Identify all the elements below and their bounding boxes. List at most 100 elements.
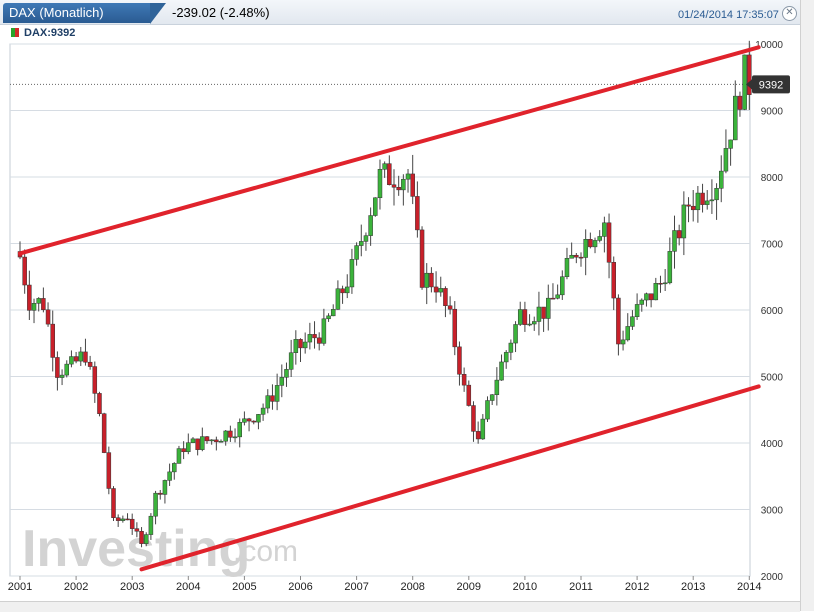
candle-body bbox=[676, 230, 682, 239]
candle-body bbox=[620, 339, 626, 345]
candle-body bbox=[115, 517, 121, 521]
candle-body bbox=[592, 240, 598, 248]
candle-body bbox=[564, 258, 570, 277]
candle-body bbox=[377, 169, 383, 199]
candle-body bbox=[681, 204, 687, 239]
candle-body bbox=[396, 187, 401, 191]
candle-body bbox=[391, 184, 397, 188]
candle-body bbox=[485, 400, 490, 420]
candle-body bbox=[232, 436, 238, 439]
candle-body bbox=[293, 339, 299, 353]
candle-body bbox=[321, 318, 327, 344]
close-icon[interactable]: ✕ bbox=[782, 6, 797, 21]
candle-body bbox=[316, 337, 322, 344]
candle-body bbox=[695, 192, 701, 211]
candle-body bbox=[153, 492, 158, 517]
candle-body bbox=[209, 439, 214, 442]
candle-body bbox=[415, 196, 420, 231]
x-tick-label: 2011 bbox=[569, 581, 593, 593]
y-tick-label: 3000 bbox=[761, 506, 784, 517]
candle-body bbox=[480, 418, 486, 440]
x-tick-label: 2001 bbox=[8, 581, 32, 593]
candle-body bbox=[335, 288, 341, 310]
candle-body bbox=[134, 528, 140, 532]
candle-body bbox=[747, 54, 752, 95]
candle-body bbox=[522, 309, 528, 325]
title-tab-slant bbox=[150, 3, 166, 24]
candle-body bbox=[69, 356, 74, 365]
candle-body bbox=[340, 288, 345, 294]
candle-body bbox=[326, 315, 331, 320]
y-tick-label: 10000 bbox=[755, 40, 783, 51]
candle-body bbox=[55, 357, 60, 378]
horizontal-scrollbar[interactable] bbox=[0, 601, 800, 612]
x-tick-label: 2014 bbox=[737, 581, 761, 593]
candle-body bbox=[64, 363, 69, 376]
candle-body bbox=[583, 239, 588, 258]
candle-body bbox=[672, 230, 677, 252]
candle-body bbox=[387, 163, 392, 185]
candle-body bbox=[424, 272, 429, 288]
candle-body bbox=[218, 440, 224, 443]
candle-body bbox=[111, 488, 116, 518]
candle-body bbox=[162, 480, 168, 495]
candle-body bbox=[419, 229, 425, 288]
legend-label: DAX:9392 bbox=[24, 27, 76, 39]
candle-body bbox=[560, 276, 565, 296]
candle-body bbox=[494, 379, 500, 395]
candle-body bbox=[349, 259, 355, 288]
timestamp: 01/24/2014 17:35:07 bbox=[678, 9, 779, 21]
candle-body bbox=[410, 173, 415, 197]
candle-body bbox=[270, 395, 275, 402]
y-tick-label: 4000 bbox=[761, 439, 784, 450]
candle-body bbox=[22, 256, 27, 286]
x-tick-label: 2007 bbox=[344, 581, 368, 593]
candle-body bbox=[625, 326, 630, 341]
candle-body bbox=[176, 448, 182, 464]
price-tag-box bbox=[752, 75, 790, 94]
candle-body bbox=[700, 192, 705, 205]
candle-body bbox=[200, 436, 205, 450]
candle-body bbox=[550, 297, 556, 300]
candle-body bbox=[120, 518, 126, 521]
candle-body bbox=[246, 418, 252, 422]
chart-title-tab: DAX (Monatlich) bbox=[3, 3, 151, 23]
candle-body bbox=[429, 272, 434, 288]
candle-body bbox=[148, 515, 154, 535]
x-tick-label: 2009 bbox=[457, 581, 481, 593]
candle-body bbox=[508, 342, 514, 353]
legend: DAX:9392 bbox=[11, 27, 75, 39]
candle-body bbox=[214, 439, 219, 443]
candle-body bbox=[532, 321, 537, 325]
candle-body bbox=[101, 413, 107, 453]
candle-body bbox=[97, 393, 102, 414]
candle-body bbox=[167, 471, 172, 481]
candle-body bbox=[359, 241, 364, 246]
candle-body bbox=[639, 299, 645, 305]
trendline-upper bbox=[18, 45, 761, 256]
candle-body bbox=[87, 361, 93, 367]
candle-body bbox=[489, 394, 495, 401]
y-tick-label: 9000 bbox=[761, 107, 784, 118]
candle-body bbox=[288, 352, 294, 370]
candle-body bbox=[73, 356, 79, 362]
candle-body bbox=[653, 283, 659, 301]
candle-body bbox=[662, 282, 668, 285]
candle-body bbox=[574, 254, 579, 258]
price-chart[interactable]: 2000 3000 4000 5000 6000 7000 8000 9000 10000 200… bbox=[0, 24, 800, 601]
candle-body bbox=[704, 200, 710, 205]
candle-body bbox=[737, 95, 743, 110]
candle-body bbox=[499, 361, 504, 381]
candle-body bbox=[602, 222, 607, 237]
candle-body bbox=[223, 430, 228, 442]
candle-body bbox=[452, 308, 458, 348]
x-tick-label: 2006 bbox=[288, 581, 312, 593]
vertical-scrollbar[interactable] bbox=[800, 0, 814, 611]
candle-body bbox=[330, 309, 336, 317]
candle-body bbox=[242, 418, 247, 423]
candle-body bbox=[513, 324, 518, 344]
candle-body bbox=[658, 283, 663, 285]
candle-body bbox=[284, 369, 289, 378]
x-tick-label: 2013 bbox=[681, 581, 705, 593]
candle-body bbox=[31, 303, 37, 311]
